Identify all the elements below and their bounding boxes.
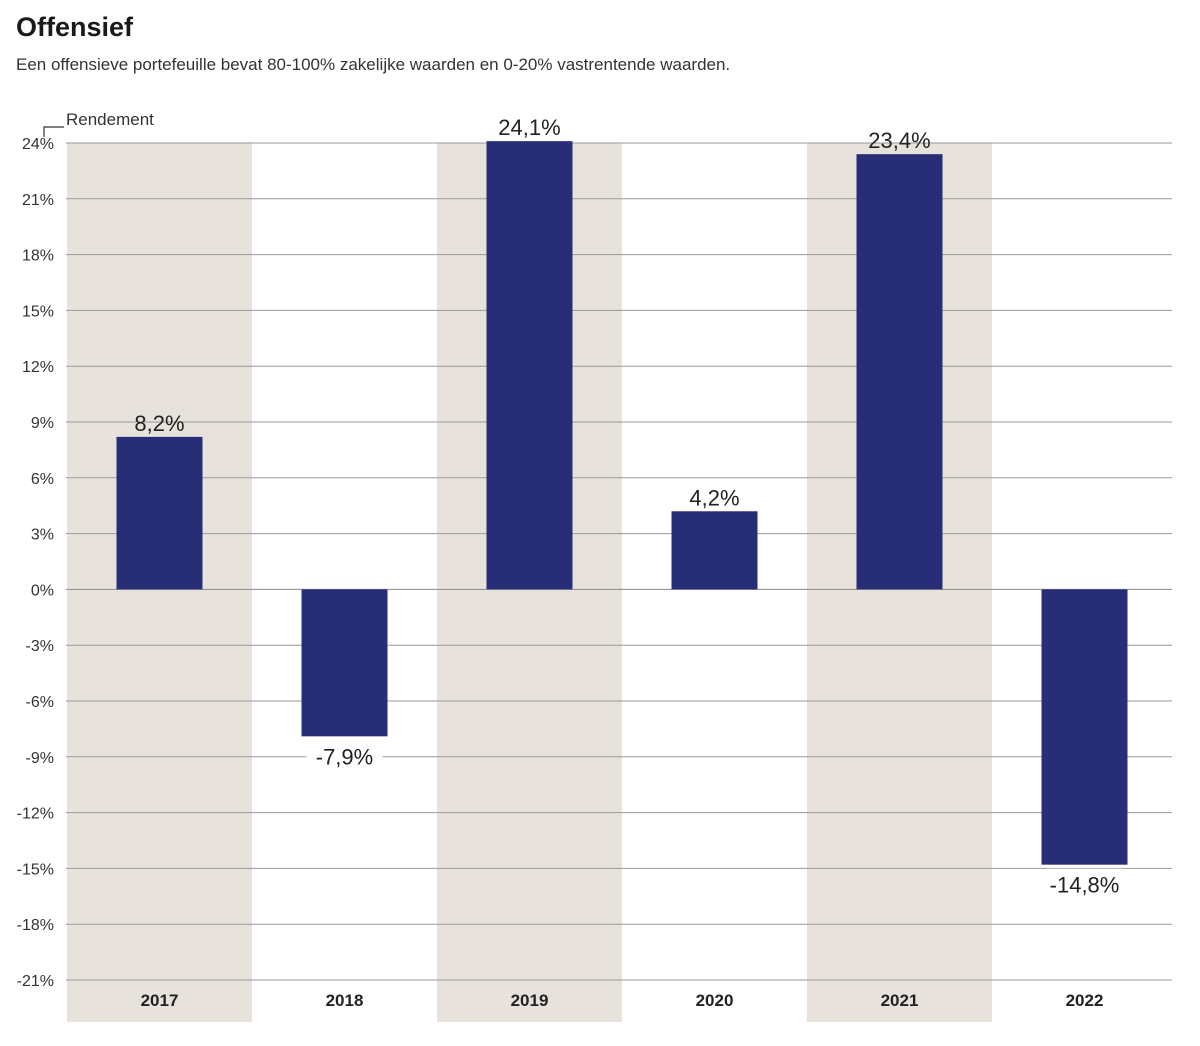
data-label-2021: 23,4% — [868, 128, 930, 153]
data-label-2019: 24,1% — [498, 115, 560, 140]
y-tick-label: 15% — [22, 303, 54, 320]
y-tick-label: -15% — [17, 861, 54, 878]
y-tick-label: 18% — [22, 248, 54, 265]
x-tick-label-2021: 2021 — [881, 991, 919, 1010]
bar-2022 — [1041, 589, 1128, 865]
data-label-bg — [1046, 868, 1123, 899]
y-tick-label: 12% — [22, 359, 54, 376]
x-tick-label-2019: 2019 — [511, 991, 549, 1010]
y-tick-label: -6% — [26, 694, 54, 711]
data-label-2022: -14,8% — [1050, 873, 1120, 898]
y-axis-label: Rendement — [66, 110, 154, 129]
bar-2019 — [486, 141, 573, 590]
chart-subtitle: Een offensieve portefeuille bevat 80-100… — [16, 55, 731, 74]
y-tick-label: 24% — [22, 136, 54, 153]
y-tick-label: -18% — [17, 917, 54, 934]
bar-2021 — [856, 154, 943, 590]
x-tick-label-2022: 2022 — [1066, 991, 1104, 1010]
y-tick-label: 3% — [31, 527, 54, 544]
y-tick-label: -9% — [26, 750, 54, 767]
bar-2018 — [301, 589, 388, 737]
y-axis-bracket — [43, 126, 64, 137]
data-label-2020: 4,2% — [689, 485, 739, 510]
x-tick-label-2018: 2018 — [326, 991, 364, 1010]
x-tick-label-2017: 2017 — [141, 991, 179, 1010]
y-tick-label: -12% — [17, 806, 54, 823]
y-tick-label: 21% — [22, 192, 54, 209]
y-tick-label: -21% — [17, 973, 54, 990]
y-tick-label: 6% — [31, 471, 54, 488]
chart-title: Offensief — [16, 12, 134, 42]
bar-2017 — [116, 436, 203, 590]
y-tick-label: -3% — [26, 638, 54, 655]
y-tick-label: 9% — [31, 415, 54, 432]
data-label-bg — [306, 740, 383, 771]
bar-2020 — [671, 511, 758, 590]
data-label-2017: 8,2% — [134, 411, 184, 436]
x-tick-label-2020: 2020 — [696, 991, 734, 1010]
data-label-2018: -7,9% — [316, 744, 373, 769]
y-tick-label: 0% — [31, 582, 54, 599]
